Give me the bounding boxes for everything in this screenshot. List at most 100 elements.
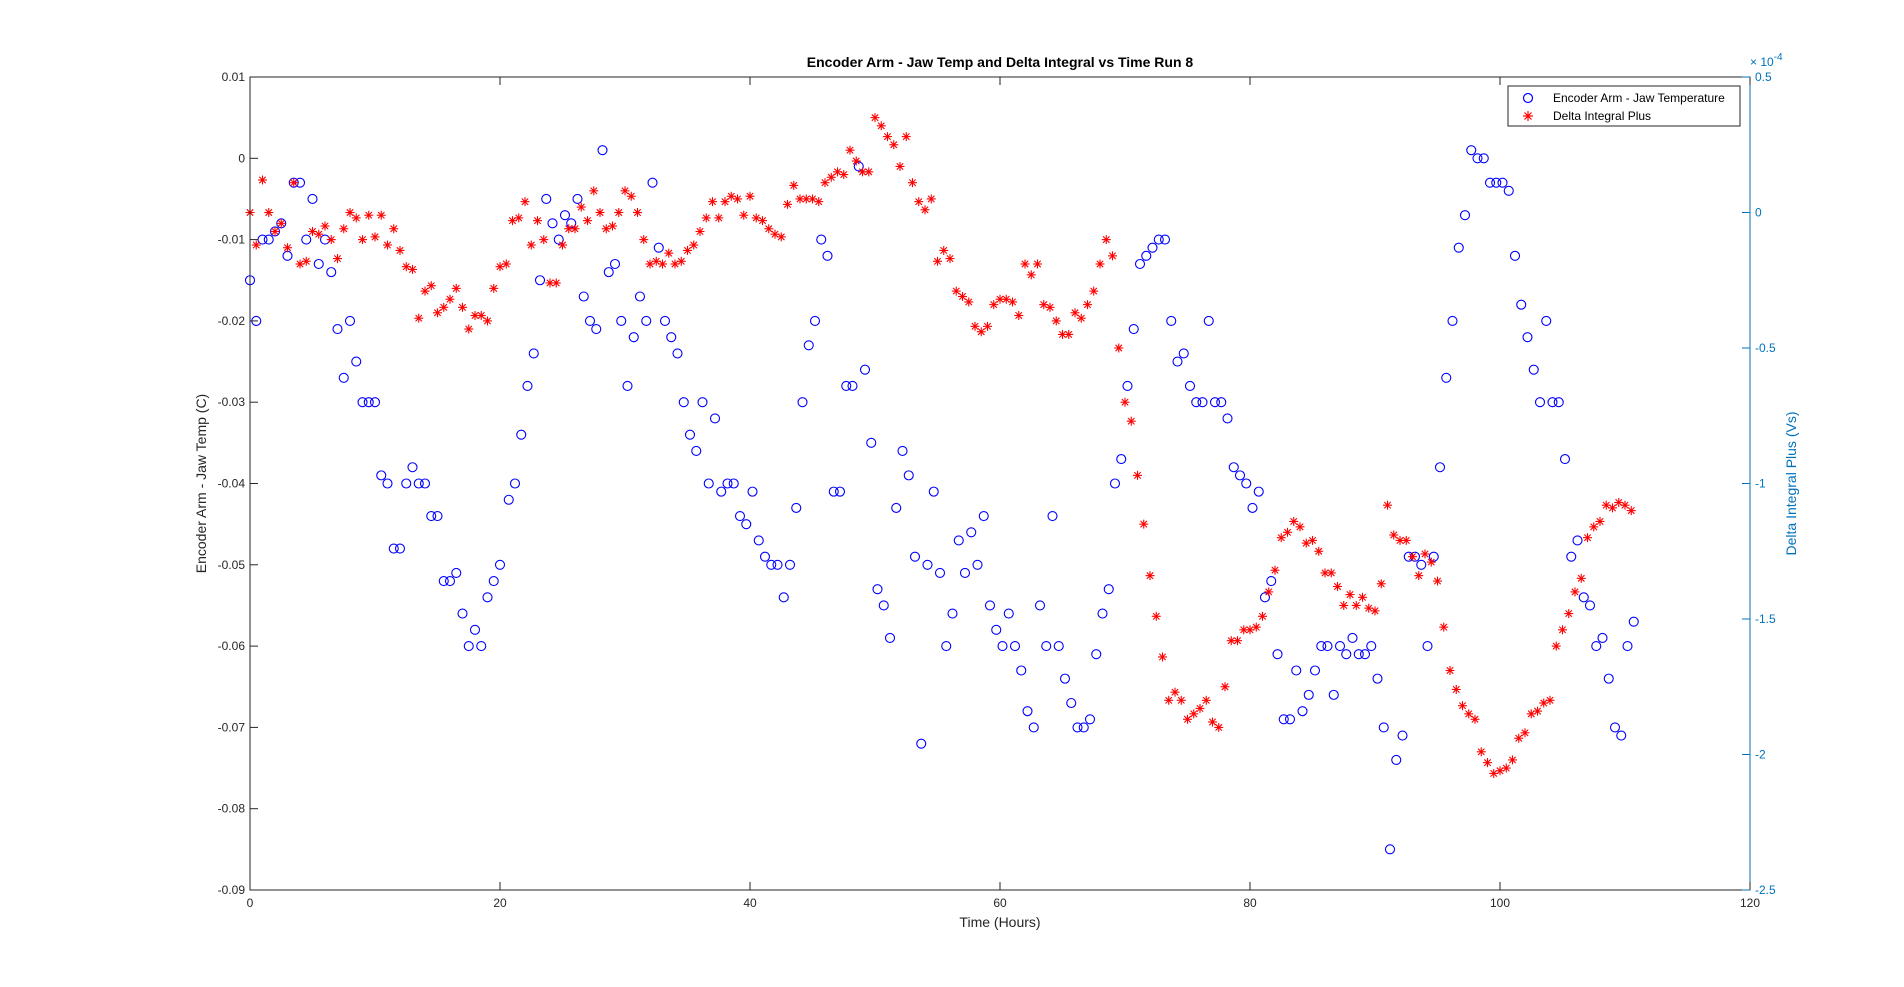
data-point-delta-integral — [1008, 297, 1017, 307]
data-point-delta-integral — [1014, 310, 1024, 320]
data-point-delta-integral — [320, 221, 330, 231]
data-point-delta-integral — [1470, 714, 1480, 724]
data-point-delta-integral — [295, 259, 305, 269]
series-encoder-arm-jaw-temperature — [244, 145, 1639, 855]
data-point-jaw-temperature — [451, 567, 462, 578]
data-point-jaw-temperature — [1059, 673, 1071, 684]
legend-label-delta-integral: Delta Integral Plus — [1553, 109, 1651, 123]
data-point-jaw-temperature — [866, 437, 877, 448]
data-point-delta-integral — [933, 256, 942, 266]
data-point-jaw-temperature — [1522, 332, 1533, 343]
x-tick-label: 60 — [993, 896, 1007, 910]
data-point-jaw-temperature — [1147, 242, 1158, 253]
data-point-jaw-temperature — [1216, 397, 1227, 408]
data-point-jaw-temperature — [1272, 649, 1283, 660]
data-point-jaw-temperature — [953, 535, 964, 546]
data-point-delta-integral — [708, 197, 717, 207]
data-point-delta-integral — [758, 216, 767, 226]
data-point-delta-integral — [851, 156, 861, 166]
data-point-jaw-temperature — [357, 397, 368, 408]
data-point-jaw-temperature — [1572, 535, 1583, 546]
data-point-delta-integral — [920, 205, 930, 215]
data-point-delta-integral — [595, 208, 605, 217]
data-point-jaw-temperature — [678, 397, 689, 408]
data-point-delta-integral — [958, 292, 967, 302]
data-point-delta-integral — [358, 235, 367, 245]
data-point-delta-integral — [764, 224, 774, 234]
data-point-jaw-temperature — [469, 624, 481, 635]
legend-label-encoder-arm: Encoder Arm - Jaw Temperature — [1553, 91, 1725, 105]
data-point-delta-integral — [1126, 416, 1136, 426]
data-point-jaw-temperature — [928, 486, 939, 497]
data-point-delta-integral — [333, 254, 342, 264]
data-point-delta-integral — [951, 286, 961, 296]
y-tick-label: -0.06 — [218, 639, 246, 653]
data-point-jaw-temperature — [1172, 356, 1183, 367]
data-point-delta-integral — [283, 243, 292, 253]
data-point-delta-integral — [395, 245, 405, 255]
data-point-jaw-temperature — [1491, 177, 1502, 188]
data-point-delta-integral — [1276, 533, 1286, 543]
data-point-jaw-temperature — [1309, 665, 1321, 676]
data-point-delta-integral — [1201, 695, 1211, 705]
data-point-delta-integral — [1308, 535, 1317, 545]
data-point-jaw-temperature — [628, 332, 639, 343]
data-point-jaw-temperature — [703, 478, 714, 489]
data-point-delta-integral — [876, 121, 886, 131]
data-point-jaw-temperature — [1397, 730, 1408, 741]
data-point-delta-integral — [1551, 641, 1561, 651]
data-point-jaw-temperature — [897, 445, 908, 457]
data-point-jaw-temperature — [684, 429, 696, 440]
data-point-jaw-temperature — [1278, 714, 1289, 725]
data-point-jaw-temperature — [1047, 510, 1058, 522]
data-point-delta-integral — [1576, 573, 1586, 583]
data-point-jaw-temperature — [1247, 502, 1258, 513]
data-point-jaw-temperature — [741, 519, 752, 530]
data-point-jaw-temperature — [578, 291, 589, 302]
data-point-jaw-temperature — [1341, 649, 1352, 660]
data-point-delta-integral — [426, 281, 436, 291]
x-tick-label: 120 — [1740, 896, 1760, 910]
data-point-jaw-temperature — [1128, 323, 1139, 335]
data-point-delta-integral — [901, 132, 911, 142]
data-point-delta-integral — [745, 191, 755, 201]
data-point-delta-integral — [1401, 535, 1411, 545]
data-point-jaw-temperature — [1109, 478, 1121, 489]
data-point-delta-integral — [1595, 516, 1605, 526]
data-point-jaw-temperature — [959, 567, 971, 578]
data-point-jaw-temperature — [1234, 470, 1246, 481]
data-point-delta-integral — [1151, 611, 1161, 621]
data-point-jaw-temperature — [1053, 641, 1064, 652]
data-point-delta-integral — [476, 310, 486, 320]
data-point-jaw-temperature — [307, 193, 318, 204]
data-point-jaw-temperature — [369, 397, 381, 408]
data-point-delta-integral — [1626, 506, 1636, 516]
data-point-delta-integral — [1420, 549, 1430, 559]
y-tick-label: -0.08 — [218, 802, 246, 816]
data-point-jaw-temperature — [1347, 632, 1358, 644]
data-point-delta-integral — [1514, 733, 1524, 743]
data-point-delta-integral — [1508, 755, 1517, 765]
chart-title: Encoder Arm - Jaw Temp and Delta Integra… — [807, 54, 1194, 70]
data-point-jaw-temperature — [1253, 486, 1264, 497]
data-point-delta-integral — [914, 197, 924, 207]
data-point-jaw-temperature — [809, 315, 821, 326]
data-point-delta-integral — [1326, 568, 1336, 578]
data-point-delta-integral — [814, 197, 824, 207]
data-point-jaw-temperature — [1034, 600, 1046, 611]
data-point-delta-integral — [1195, 703, 1205, 713]
legend-box — [1507, 85, 1741, 127]
data-point-delta-integral — [439, 302, 449, 312]
data-point-jaw-temperature — [1228, 462, 1239, 473]
data-point-delta-integral — [433, 308, 442, 318]
data-point-delta-integral — [539, 235, 549, 245]
data-point-delta-integral — [733, 194, 742, 204]
data-point-jaw-temperature — [566, 218, 577, 229]
right-y-axis-ticks: 0.5 0 -0.5 -1 -1.5 -2 -2.5 — [1742, 70, 1776, 897]
data-point-jaw-temperature — [1434, 462, 1446, 473]
data-point-jaw-temperature — [1559, 454, 1571, 465]
data-point-delta-integral — [864, 167, 874, 177]
data-point-delta-integral — [1083, 300, 1092, 310]
data-point-jaw-temperature — [1159, 234, 1171, 245]
data-point-jaw-temperature — [1478, 153, 1489, 164]
